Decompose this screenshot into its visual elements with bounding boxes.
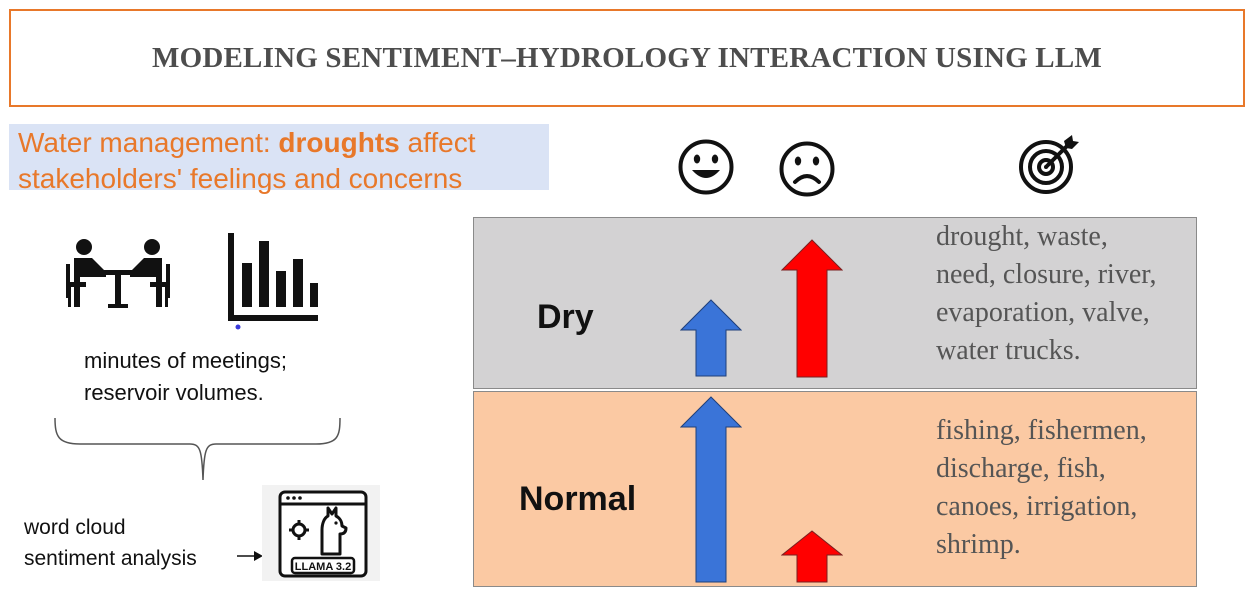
dry-label: Dry — [537, 298, 594, 336]
sad-face-icon — [779, 141, 835, 197]
bar-chart-icon — [228, 233, 318, 330]
dry-negative-arrow — [781, 239, 843, 378]
dry-word-line: evaporation, valve, — [936, 297, 1150, 328]
meeting-icon — [66, 239, 170, 308]
happy-face-icon — [678, 139, 734, 195]
analysis-sentiment: sentiment analysis — [24, 547, 197, 570]
normal-negative-arrow — [781, 530, 843, 583]
dry-positive-arrow — [680, 299, 742, 377]
data-source-meetings: minutes of meetings; — [84, 348, 287, 373]
normal-word-line: canoes, irrigation, — [936, 491, 1138, 522]
normal-label: Normal — [519, 480, 637, 518]
data-source-reservoir: reservoir volumes. — [84, 380, 264, 405]
page-title: MODELING SENTIMENT–HYDROLOGY INTERACTION… — [152, 41, 1102, 74]
data-sources-text: minutes of meetings; reservoir volumes. — [84, 345, 287, 409]
title-box: MODELING SENTIMENT–HYDROLOGY INTERACTION… — [9, 9, 1245, 107]
subtitle-part-1: Water management: — [18, 127, 279, 158]
normal-word-list: fishing, fishermen, discharge, fish, can… — [936, 412, 1147, 564]
subtitle-part-2: affect — [399, 127, 476, 158]
normal-word-line: discharge, fish, — [936, 453, 1106, 484]
curly-brace — [54, 417, 341, 481]
dry-word-line: need, closure, river, — [936, 259, 1157, 290]
target-icon — [1019, 135, 1079, 194]
dry-word-line: water trucks. — [936, 335, 1081, 366]
analysis-text: word cloud sentiment analysis — [24, 512, 197, 574]
subtitle-line-1: Water management: droughts affect — [18, 125, 549, 161]
normal-word-line: fishing, fishermen, — [936, 415, 1147, 446]
normal-positive-arrow — [680, 396, 742, 583]
subtitle-line-2: stakeholders' feelings and concerns — [18, 163, 463, 194]
llm-label: LLAMA 3.2 — [295, 561, 351, 573]
dry-word-line: drought, waste, — [936, 221, 1108, 252]
subtitle-bold: droughts — [278, 127, 400, 158]
llama-icon: LLAMA 3.2 — [278, 490, 368, 578]
analysis-word-cloud: word cloud — [24, 516, 126, 539]
dry-panel — [473, 217, 1197, 389]
subtitle-box: Water management: droughts affect stakeh… — [9, 124, 549, 194]
normal-word-line: shrimp. — [936, 529, 1021, 560]
arrow-right-icon — [237, 551, 263, 561]
dry-word-list: drought, waste, need, closure, river, ev… — [936, 218, 1156, 370]
